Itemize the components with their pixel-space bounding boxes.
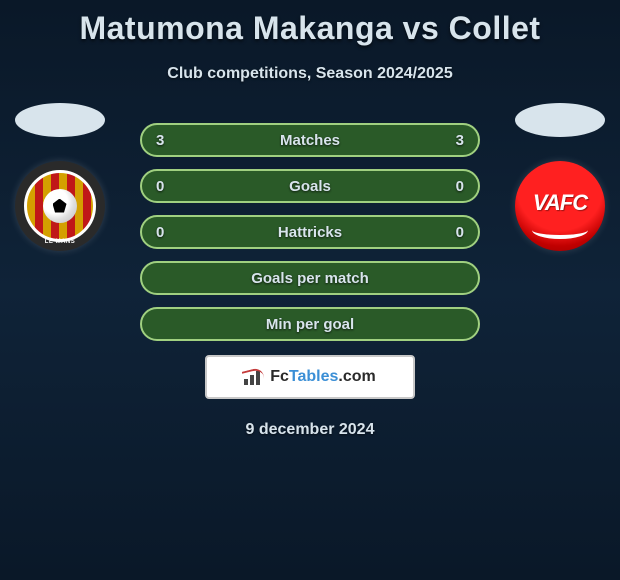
stat-row: 3 Matches 3 — [140, 123, 480, 157]
stat-label: Matches — [280, 132, 340, 149]
brand-part-b: Tables — [289, 368, 339, 385]
stat-row: 0 Hattricks 0 — [140, 215, 480, 249]
stat-left-value: 0 — [156, 224, 176, 241]
club-right-code: VAFC — [533, 190, 587, 216]
stat-right-value: 3 — [444, 132, 464, 149]
club-badge-right: VAFC — [515, 161, 605, 251]
stat-row: Min per goal — [140, 307, 480, 341]
player-right-placeholder — [515, 103, 605, 137]
player-right-slot: VAFC — [510, 103, 610, 251]
page-title: Matumona Makanga vs Collet — [0, 0, 620, 47]
bar-chart-icon — [244, 369, 264, 385]
subtitle: Club competitions, Season 2024/2025 — [0, 65, 620, 83]
stat-left-value: 0 — [156, 178, 176, 195]
club-left-code: LE MANS — [45, 239, 76, 245]
swoosh-icon — [532, 221, 588, 239]
stat-right-value: 0 — [444, 224, 464, 241]
stat-label: Min per goal — [266, 316, 354, 333]
brand-suffix: .com — [338, 368, 375, 385]
player-left-placeholder — [15, 103, 105, 137]
stat-label: Hattricks — [278, 224, 342, 241]
stat-label: Goals per match — [251, 270, 369, 287]
stat-row: Goals per match — [140, 261, 480, 295]
stat-left-value: 3 — [156, 132, 176, 149]
stat-right-value: 0 — [444, 178, 464, 195]
date-line: 9 december 2024 — [0, 421, 620, 439]
brand-part-a: Fc — [270, 368, 289, 385]
brand-text: FcTables.com — [270, 368, 376, 386]
brand-box[interactable]: FcTables.com — [205, 355, 415, 399]
comparison-area: LE MANS VAFC 3 Matches 3 0 Goals 0 0 Hat… — [0, 123, 620, 439]
club-badge-left: LE MANS — [15, 161, 105, 251]
stat-label: Goals — [289, 178, 331, 195]
stat-row: 0 Goals 0 — [140, 169, 480, 203]
player-left-slot: LE MANS — [10, 103, 110, 251]
ball-icon — [43, 189, 77, 223]
